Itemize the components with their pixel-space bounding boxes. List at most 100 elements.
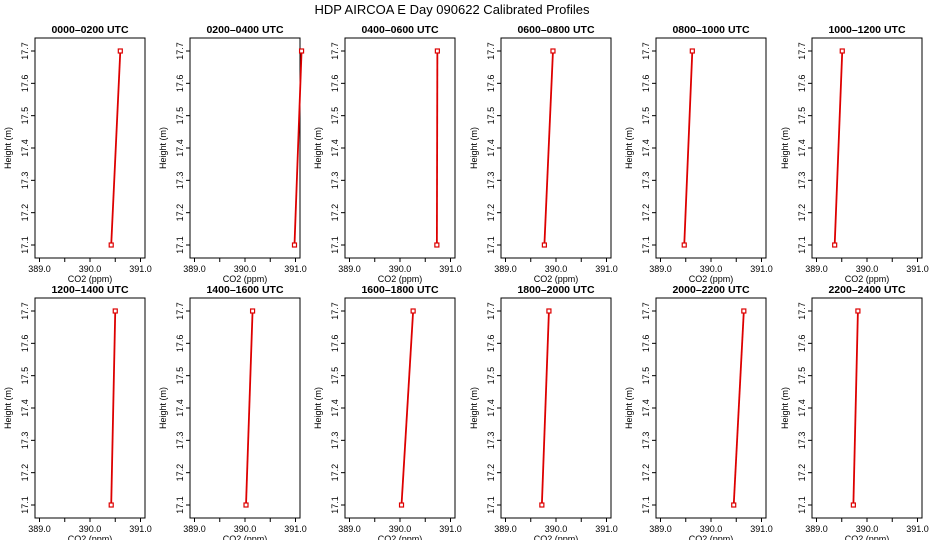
y-axis-label: Height (m) xyxy=(624,127,634,169)
data-point xyxy=(855,308,861,314)
panel-1: 0200–0400 UTC 389.0 390.0 391.0 17.1 17.2 17.3… xyxy=(158,24,307,284)
data-point xyxy=(117,48,123,54)
x-tick-label: 390.0 xyxy=(856,264,879,274)
y-tick-label: 17.5 xyxy=(641,107,651,125)
x-tick-label: 389.0 xyxy=(183,264,206,274)
x-tick-label: 390.0 xyxy=(700,264,723,274)
y-tick-label: 17.5 xyxy=(797,367,807,385)
y-tick-label: 17.1 xyxy=(330,496,340,514)
y-tick-label: 17.3 xyxy=(20,432,30,450)
y-tick-label: 17.4 xyxy=(797,399,807,417)
y-tick-label: 17.3 xyxy=(330,172,340,190)
y-tick-label: 17.3 xyxy=(486,432,496,450)
y-tick-label: 17.7 xyxy=(175,42,185,60)
y-tick-label: 17.1 xyxy=(486,496,496,514)
plot-frame xyxy=(189,37,301,259)
panel-title: 1600–1800 UTC xyxy=(361,284,438,296)
x-axis-label: CO2 (ppm) xyxy=(845,274,890,284)
x-tick-label: 390.0 xyxy=(79,264,102,274)
data-point xyxy=(434,48,440,54)
panel-title: 0600–0800 UTC xyxy=(517,24,594,36)
y-tick-label: 17.4 xyxy=(330,139,340,157)
y-tick-label: 17.4 xyxy=(20,139,30,157)
x-axis-label: CO2 (ppm) xyxy=(534,274,579,284)
x-tick-label: 391.0 xyxy=(906,264,929,274)
x-tick-label: 390.0 xyxy=(79,524,102,534)
data-point xyxy=(689,48,695,54)
data-point xyxy=(243,502,249,508)
plot-frame xyxy=(811,37,923,259)
y-tick-label: 17.6 xyxy=(330,335,340,353)
x-tick-label: 389.0 xyxy=(338,264,361,274)
y-tick-label: 17.6 xyxy=(486,75,496,93)
panel-11: 2200–2400 UTC 389.0 390.0 391.0 17.1 17.2 17.3… xyxy=(780,284,929,540)
y-tick-label: 17.4 xyxy=(797,139,807,157)
y-tick-label: 17.7 xyxy=(486,42,496,60)
y-tick-label: 17.3 xyxy=(797,172,807,190)
profile-line xyxy=(683,50,694,246)
y-tick-label: 17.4 xyxy=(641,399,651,417)
x-axis-label: CO2 (ppm) xyxy=(68,534,113,540)
y-axis-label: Height (m) xyxy=(624,387,634,429)
data-point xyxy=(850,502,856,508)
panel-9: 1800–2000 UTC 389.0 390.0 391.0 17.1 17.2 17.3… xyxy=(469,284,618,540)
profile-line xyxy=(435,50,439,246)
profile-line xyxy=(293,50,303,246)
y-tick-label: 17.6 xyxy=(641,335,651,353)
panel-7: 1400–1600 UTC 389.0 390.0 391.0 17.1 17.2 17.3… xyxy=(158,284,307,540)
y-tick-label: 17.3 xyxy=(175,432,185,450)
x-axis-label: CO2 (ppm) xyxy=(378,274,423,284)
y-tick-label: 17.2 xyxy=(175,204,185,222)
x-tick-label: 389.0 xyxy=(805,264,828,274)
profile-line xyxy=(732,310,745,506)
data-point xyxy=(112,308,118,314)
y-tick-label: 17.3 xyxy=(641,172,651,190)
y-tick-label: 17.2 xyxy=(330,464,340,482)
data-point xyxy=(291,242,298,248)
y-tick-label: 17.6 xyxy=(20,335,30,353)
y-tick-label: 17.7 xyxy=(797,302,807,320)
x-tick-label: 391.0 xyxy=(595,524,618,534)
y-tick-label: 17.2 xyxy=(797,464,807,482)
y-tick-label: 17.2 xyxy=(486,204,496,222)
profile-line xyxy=(110,50,122,246)
y-axis-label: Height (m) xyxy=(313,387,323,429)
plot-frame xyxy=(500,297,612,519)
y-tick-label: 17.5 xyxy=(486,107,496,125)
x-tick-label: 391.0 xyxy=(284,524,307,534)
panel-title: 1800–2000 UTC xyxy=(517,284,594,296)
x-axis-label: CO2 (ppm) xyxy=(68,274,113,284)
data-point xyxy=(546,308,552,314)
x-tick-label: 390.0 xyxy=(234,264,257,274)
panel-title: 0000–0200 UTC xyxy=(51,24,128,36)
y-axis-label: Height (m) xyxy=(3,387,13,429)
y-tick-label: 17.3 xyxy=(20,172,30,190)
data-point xyxy=(410,308,416,314)
data-point xyxy=(434,242,440,248)
x-axis-label: CO2 (ppm) xyxy=(378,534,423,540)
x-tick-label: 389.0 xyxy=(28,524,51,534)
panel-3: 0600–0800 UTC 389.0 390.0 391.0 17.1 17.2 17.3… xyxy=(469,24,618,284)
y-axis-label: Height (m) xyxy=(3,127,13,169)
panel-10: 2000–2200 UTC 389.0 390.0 391.0 17.1 17.2 17.3… xyxy=(624,284,773,540)
y-tick-label: 17.2 xyxy=(20,204,30,222)
y-tick-label: 17.7 xyxy=(20,42,30,60)
y-tick-label: 17.5 xyxy=(330,107,340,125)
y-tick-label: 17.4 xyxy=(486,139,496,157)
y-tick-label: 17.5 xyxy=(641,367,651,385)
y-tick-label: 17.2 xyxy=(486,464,496,482)
x-tick-label: 389.0 xyxy=(649,264,672,274)
y-tick-label: 17.4 xyxy=(20,399,30,417)
x-tick-label: 390.0 xyxy=(545,524,568,534)
panel-title: 0800–1000 UTC xyxy=(672,24,749,36)
x-tick-label: 391.0 xyxy=(595,264,618,274)
plot-frame xyxy=(655,37,767,259)
y-axis-label: Height (m) xyxy=(313,127,323,169)
data-point xyxy=(398,502,405,508)
y-tick-label: 17.5 xyxy=(20,107,30,125)
y-tick-label: 17.5 xyxy=(797,107,807,125)
profile-line xyxy=(833,50,844,246)
data-point xyxy=(731,502,737,508)
y-tick-label: 17.3 xyxy=(486,172,496,190)
x-tick-label: 390.0 xyxy=(234,524,257,534)
